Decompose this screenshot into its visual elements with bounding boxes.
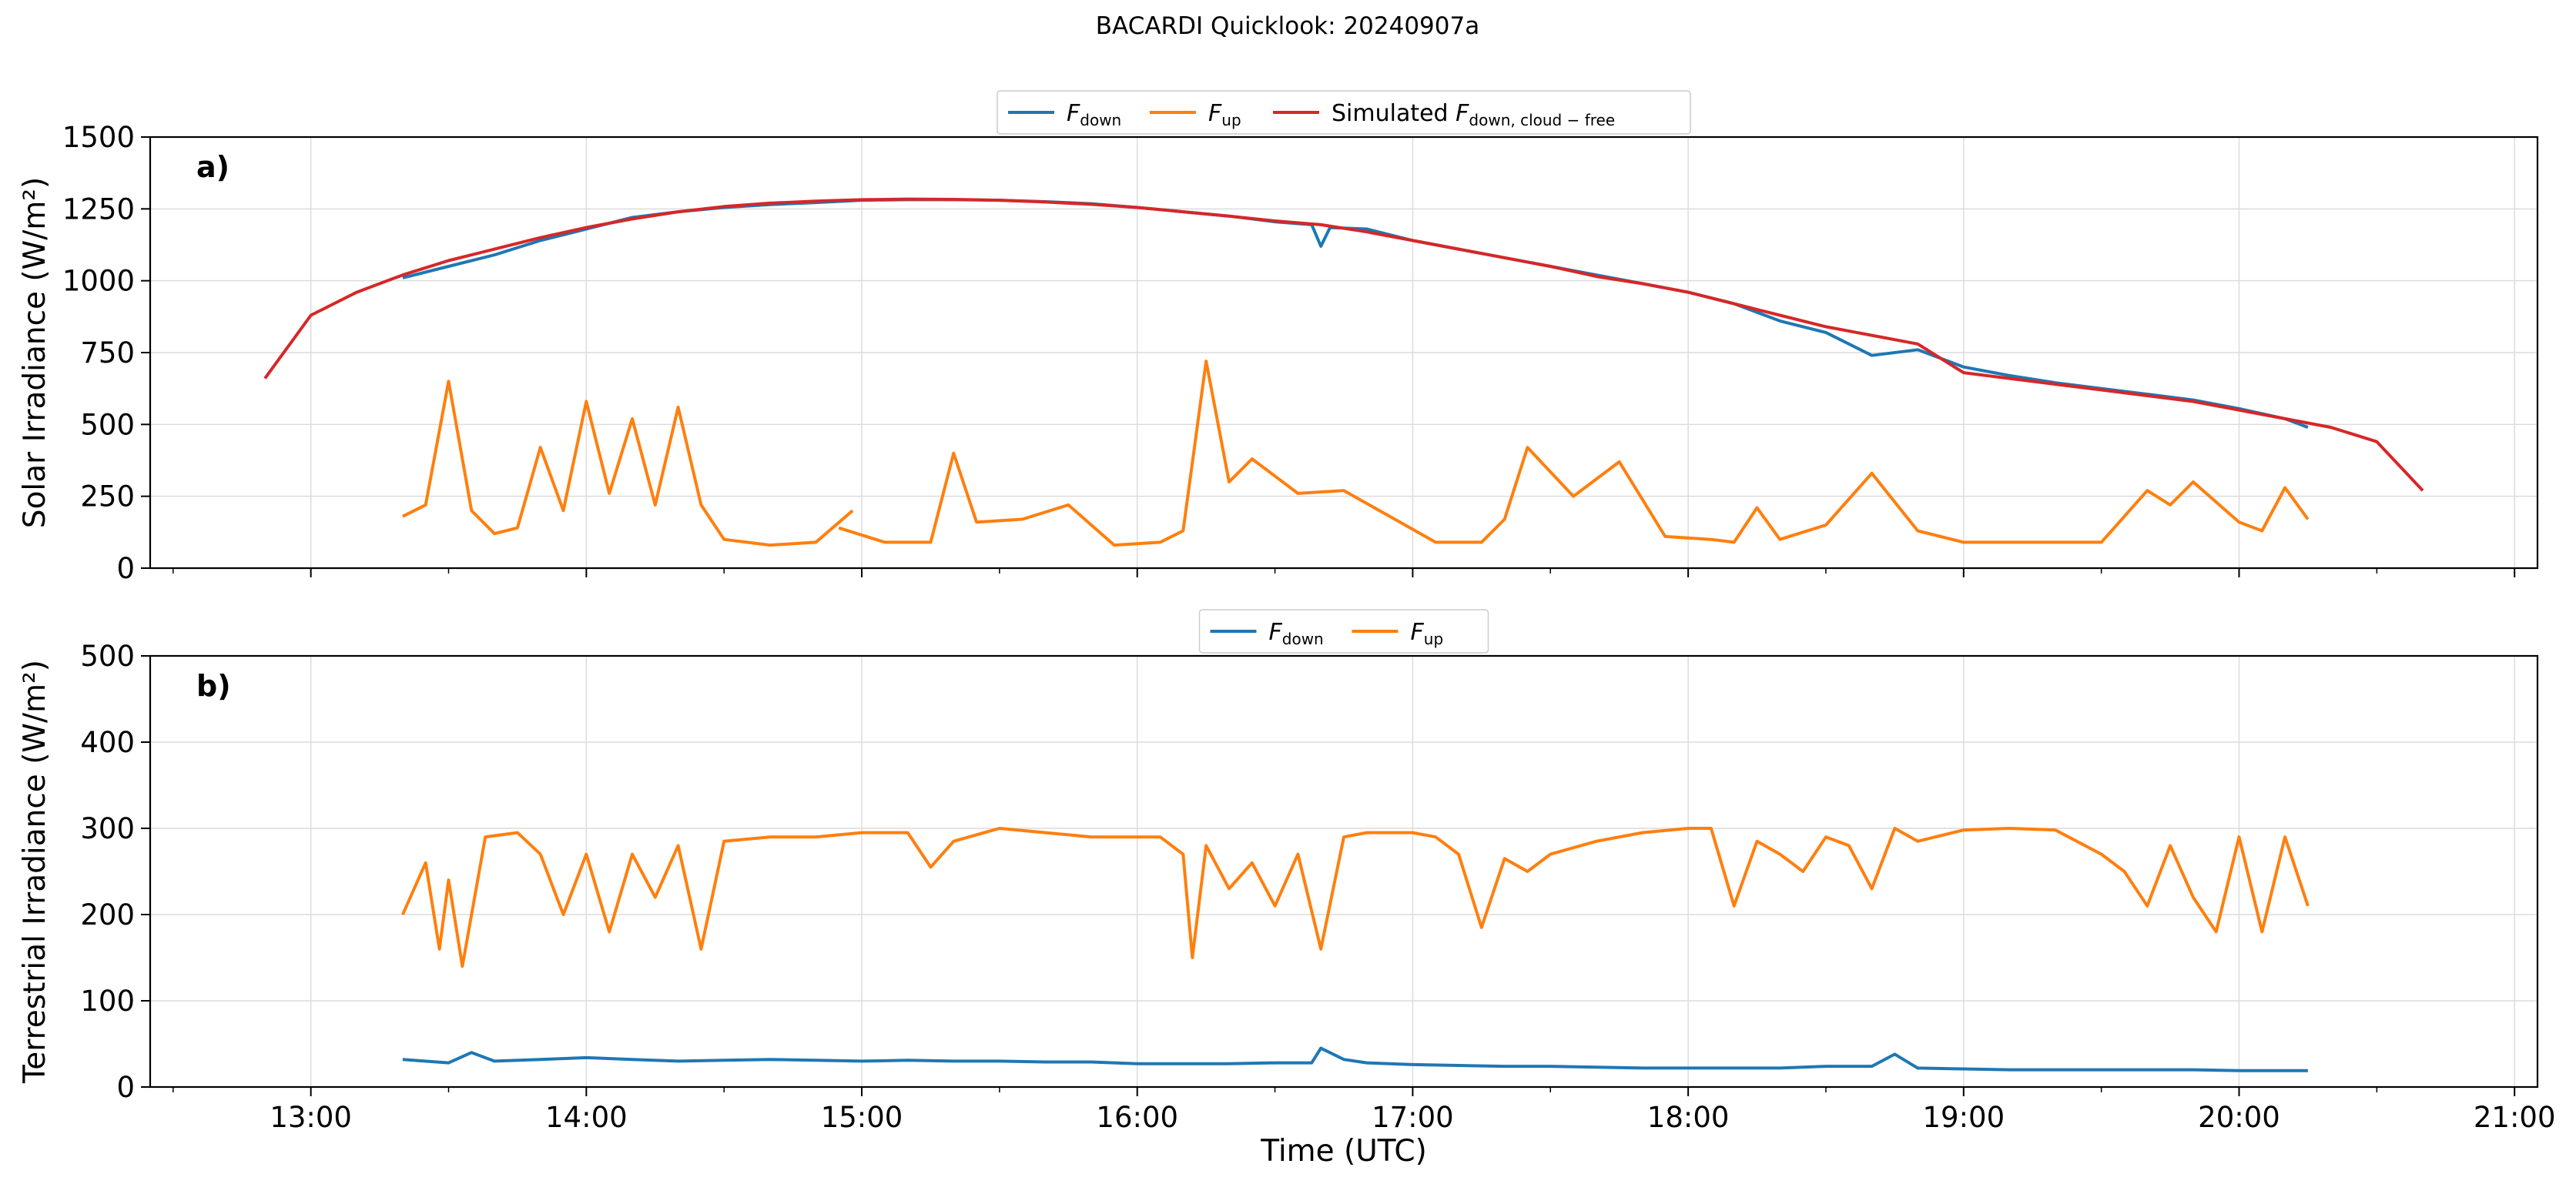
- legend-label-fdown: Fdown: [1269, 619, 1324, 648]
- legend-box: [997, 90, 1691, 135]
- axes-frame: [149, 654, 2539, 1089]
- panel-label: b): [196, 669, 231, 703]
- y-axis-label: Terrestrial Irradiance (W/m²): [18, 660, 52, 1084]
- x-tick-label: 20:00: [2198, 1101, 2280, 1134]
- x-tick-label: 17:00: [1372, 1101, 1454, 1134]
- legend-label-fup: Fup: [1208, 100, 1241, 129]
- axes-frame: [149, 135, 2539, 570]
- legend-box: [1198, 609, 1489, 654]
- series-line-fdown: [402, 198, 2309, 429]
- legend: Fdown Fup: [1198, 609, 1489, 654]
- y-tick-label: 0: [116, 552, 135, 585]
- series-line-fdown: [402, 1046, 2308, 1072]
- y-tick-label: 400: [80, 726, 135, 759]
- series-line-sim: [263, 197, 2424, 492]
- y-tick-label: 100: [80, 985, 135, 1018]
- legend-label-fdown: Fdown: [1067, 100, 1121, 129]
- y-tick-label: 500: [80, 408, 135, 441]
- x-tick-label: 21:00: [2474, 1101, 2556, 1134]
- legend-label-sim: Simulated Fdown, cloud − free: [1332, 100, 1615, 129]
- y-tick-label: 250: [80, 480, 135, 513]
- x-tick-label: 15:00: [821, 1101, 903, 1134]
- y-tick-label: 1500: [62, 121, 135, 154]
- x-tick-label: 13:00: [270, 1101, 352, 1134]
- panel-label: a): [196, 150, 229, 184]
- x-tick-label: 19:00: [1922, 1101, 2005, 1134]
- series-line-fup: [401, 827, 2310, 968]
- y-tick-label: 0: [116, 1071, 135, 1104]
- series-line-fup: [402, 360, 2310, 547]
- y-axis-label: Solar Irradiance (W/m²): [18, 177, 52, 528]
- y-tick-label: 750: [80, 336, 135, 370]
- legend: Fdown Fup Simulated Fdown, cloud − free: [997, 90, 1691, 135]
- x-tick-label: 18:00: [1647, 1101, 1730, 1134]
- y-tick-label: 500: [80, 640, 135, 673]
- y-tick-label: 300: [80, 812, 135, 845]
- terrestrial-irradiance-panel: 13:00 14:00 15:00 16:00 17:00 18:00 19:00 20:00…: [18, 609, 2556, 1134]
- y-tick-label: 1250: [62, 192, 135, 226]
- x-tick-label: 14:00: [545, 1101, 628, 1134]
- y-tick-label: 1000: [62, 265, 135, 298]
- x-axis-label: Time (UTC): [1260, 1134, 1427, 1169]
- legend-label-fup: Fup: [1411, 619, 1444, 648]
- solar-irradiance-panel: 0 250 500 750 1000 1250 1500 a) Solar Irradiance…: [18, 90, 2539, 585]
- y-tick-label: 200: [80, 898, 135, 931]
- x-tick-label: 16:00: [1096, 1101, 1178, 1134]
- figure-title: BACARDI Quicklook: 20240907a: [1096, 12, 1479, 40]
